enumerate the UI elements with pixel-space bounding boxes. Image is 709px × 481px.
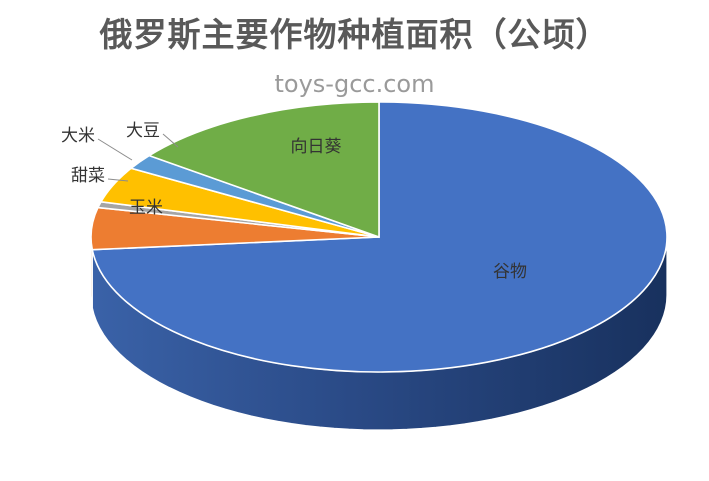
chart-title: 俄罗斯主要作物种植面积（公顷）: [99, 15, 610, 54]
leader-lines: [97, 133, 179, 182]
watermark-text: toys-gcc.com: [274, 70, 435, 98]
pie-top-layer: [90, 101, 668, 373]
slice-label-5: 向日葵: [291, 137, 342, 157]
slice-label-3: 大米: [61, 126, 95, 146]
pie-slice-5: [147, 101, 380, 239]
slice-label-2: 甜菜: [71, 166, 105, 186]
slice-label-1: 玉米: [129, 198, 163, 218]
leader-line-3: [97, 138, 133, 161]
slice-label-0: 谷物: [493, 262, 527, 282]
leader-line-2: [107, 178, 129, 182]
leader-line-4: [162, 133, 179, 148]
slice-label-4: 大豆: [126, 121, 160, 141]
